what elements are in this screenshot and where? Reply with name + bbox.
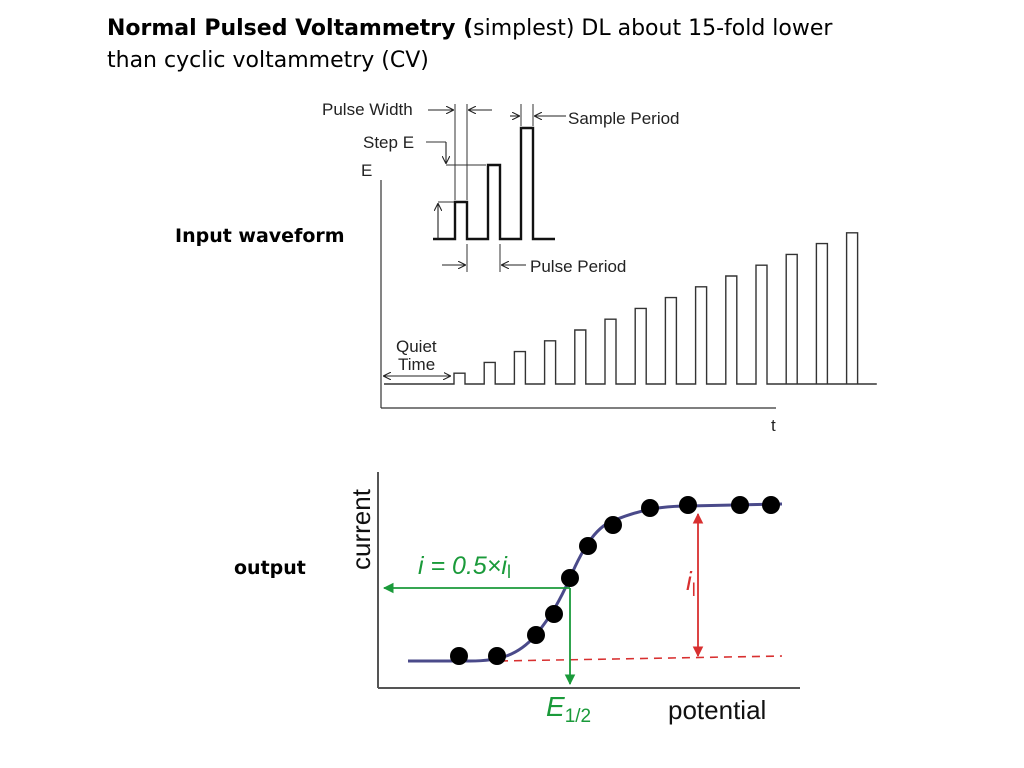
potential-axis-label: potential [668, 695, 766, 725]
sample-period-label: Sample Period [568, 109, 680, 128]
data-point [731, 496, 749, 514]
title-bold: Normal Pulsed Voltammetry ( [107, 16, 474, 41]
e-axis-label: E [361, 161, 372, 180]
e-half-label: E1/2 [546, 691, 591, 727]
data-point [488, 647, 506, 665]
pulse-width-label: Pulse Width [322, 100, 413, 119]
title-text: simplest) DL about 15-fold lower [473, 16, 833, 41]
step-e-label: Step E [363, 133, 414, 152]
data-point [450, 647, 468, 665]
inset-waveform [433, 126, 555, 241]
output-label: output [234, 557, 306, 579]
quiet-time-bg [394, 336, 444, 374]
baseline-dashed [499, 655, 783, 662]
quiet-label: Quiet [396, 337, 437, 356]
data-point [579, 537, 597, 555]
data-point [679, 496, 697, 514]
data-point [641, 499, 659, 517]
slide-title: Normal Pulsed Voltammetry (simplest) DL … [107, 13, 907, 77]
time-label: Time [398, 355, 435, 374]
title-text-line2: than cyclic voltammetry (CV) [107, 48, 429, 73]
limiting-current-label: il [686, 566, 696, 600]
current-curve [408, 502, 783, 663]
data-point [527, 626, 545, 644]
current-axis-label: current [346, 488, 376, 570]
pulse-train [384, 232, 877, 385]
input-waveform-label: Input waveform [175, 225, 345, 247]
data-point [762, 496, 780, 514]
data-points [450, 496, 780, 665]
half-current-label: i = 0.5×il [418, 552, 511, 582]
data-point [545, 605, 563, 623]
pulse-period-label: Pulse Period [530, 257, 626, 276]
t-axis-label: t [771, 416, 776, 435]
data-point [604, 516, 622, 534]
data-point [561, 569, 579, 587]
